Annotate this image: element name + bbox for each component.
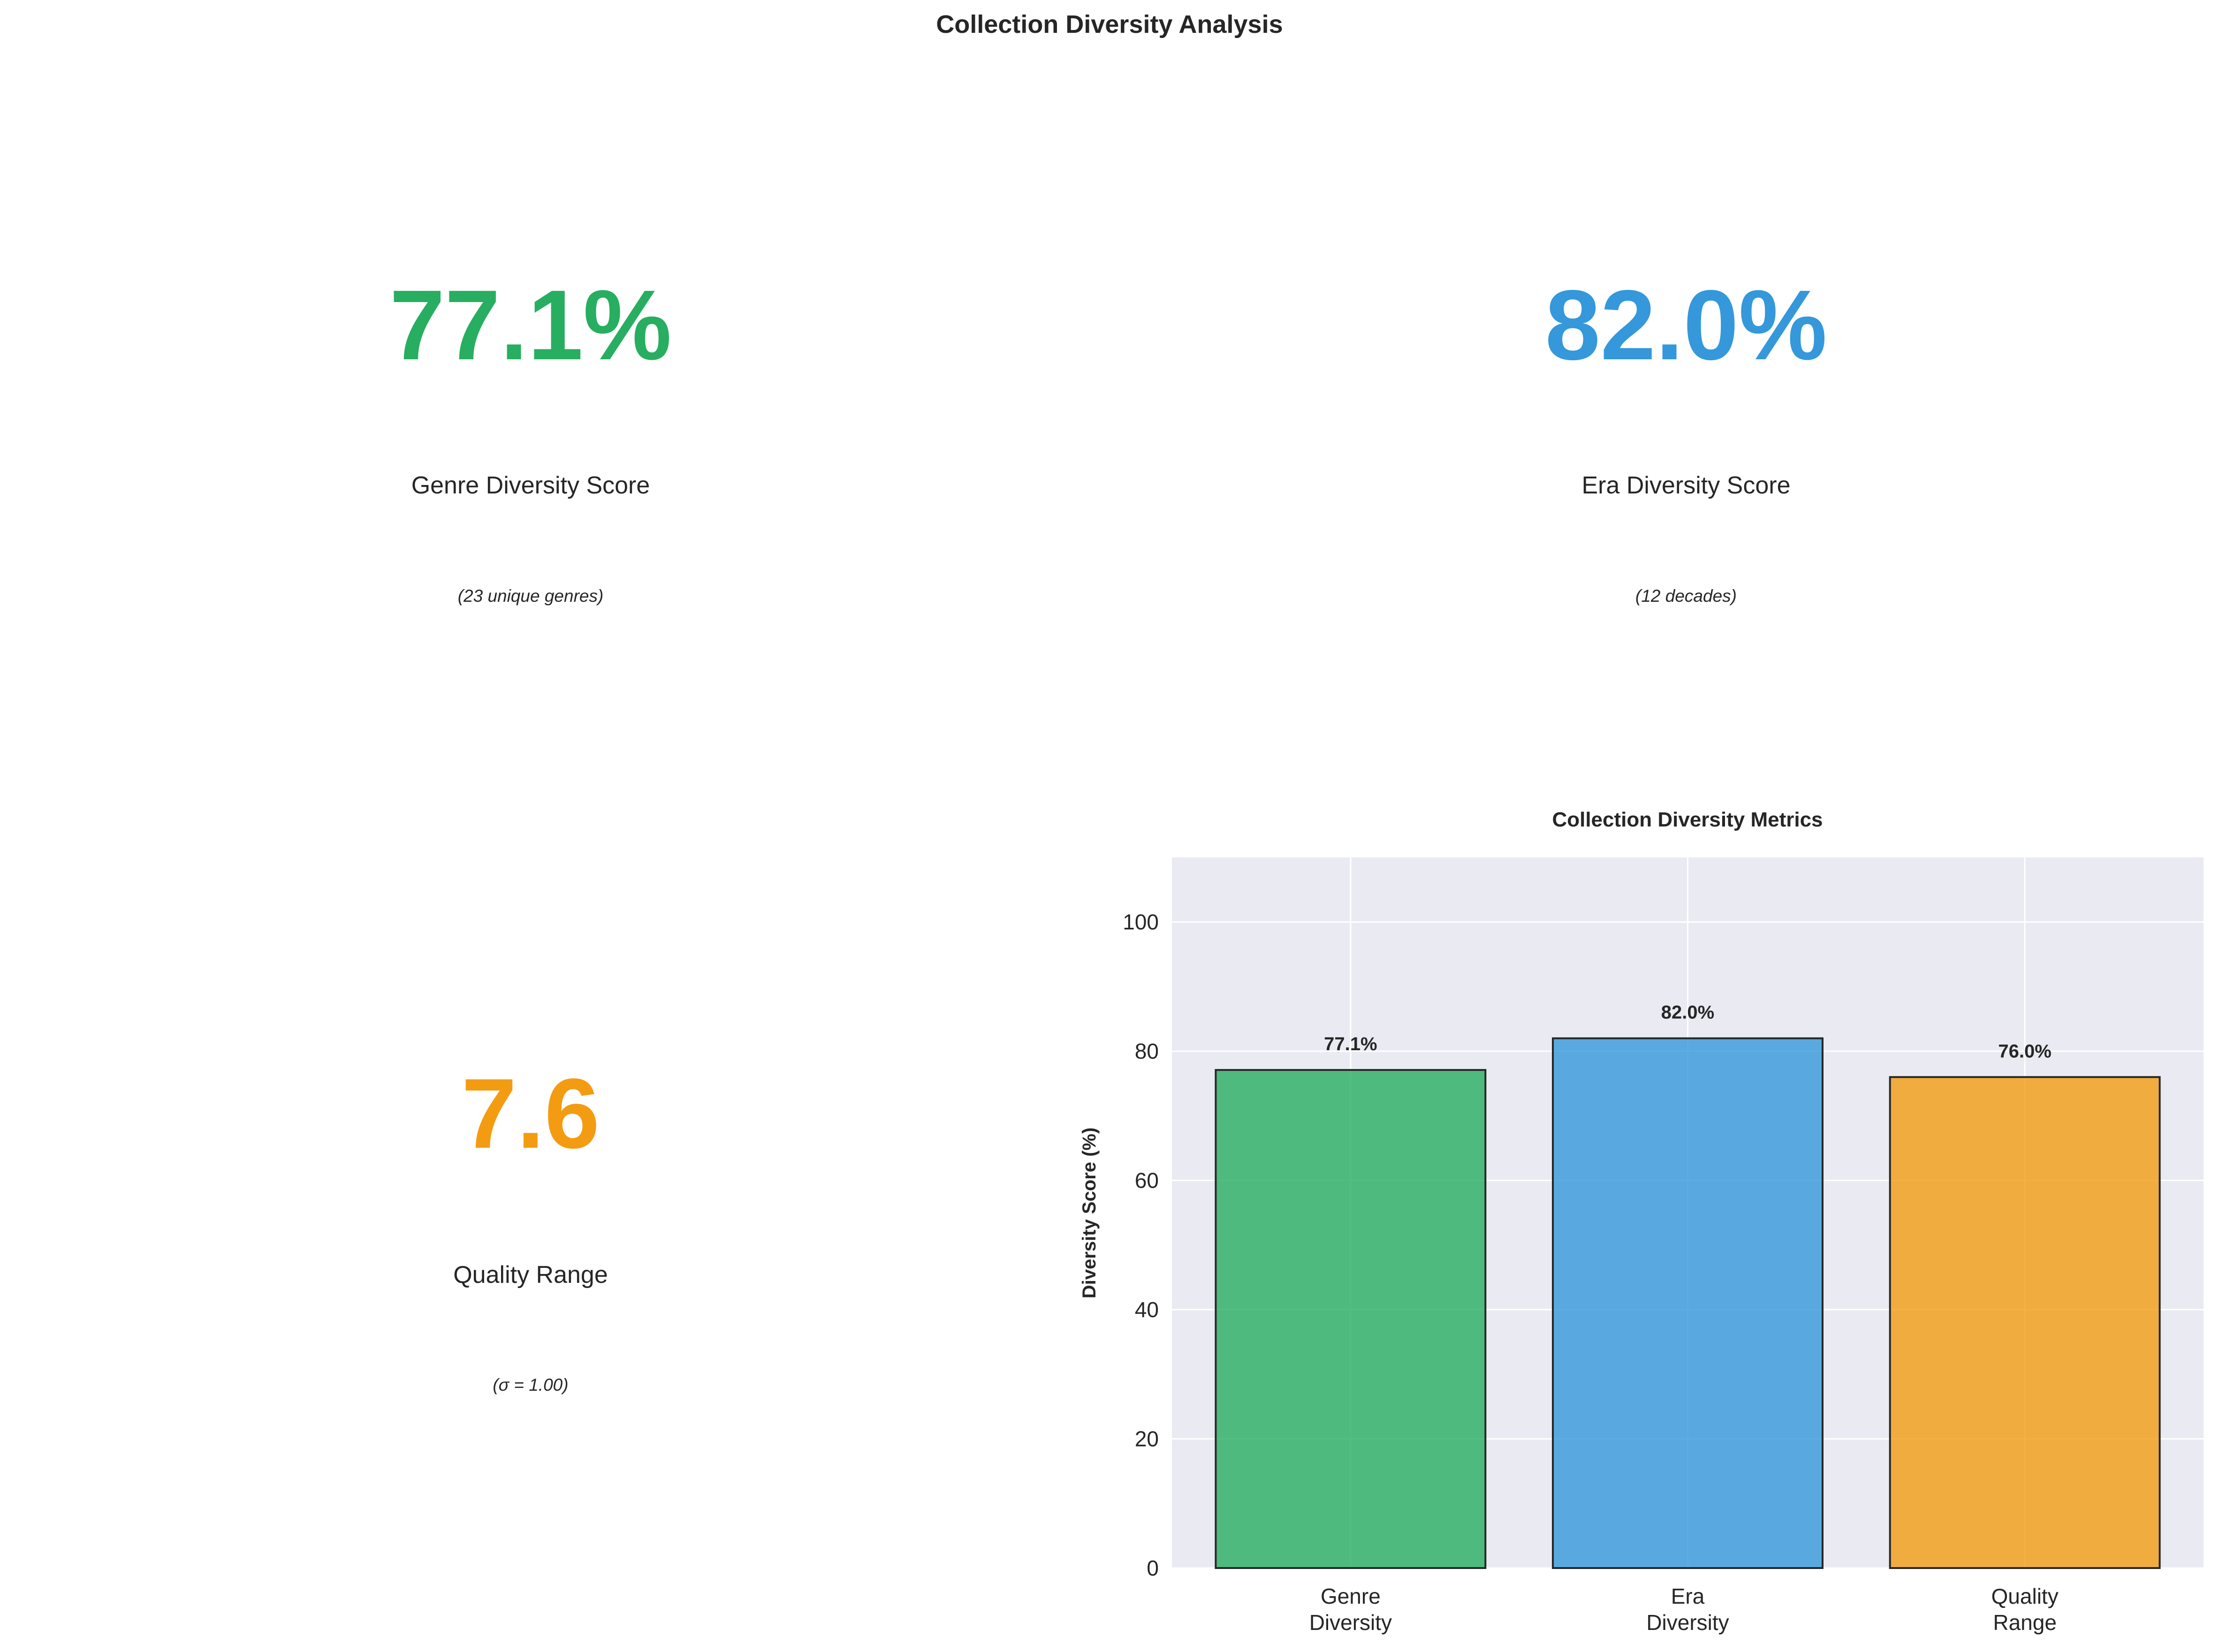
kpi-genre: 77.1% Genre Diversity Score (23 unique g… xyxy=(389,269,671,606)
data-label: 82.0% xyxy=(1661,1002,1714,1023)
x-tick-label: Diversity xyxy=(1646,1610,1729,1635)
x-tick-label: Range xyxy=(1993,1610,2057,1635)
kpi-era-label: Era Diversity Score xyxy=(1582,472,1791,499)
bar xyxy=(1215,1069,1487,1569)
bar xyxy=(1889,1076,2161,1569)
data-label: 76.0% xyxy=(1998,1041,2051,1061)
kpi-era: 82.0% Era Diversity Score (12 decades) xyxy=(1545,269,1827,606)
kpi-genre-note: (23 unique genres) xyxy=(458,586,604,606)
x-tick-label: Diversity xyxy=(1309,1610,1392,1635)
y-tick-label: 60 xyxy=(1135,1168,1159,1193)
kpi-era-note: (12 decades) xyxy=(1635,586,1737,606)
y-tick-label: 100 xyxy=(1123,910,1159,934)
kpi-era-value: 82.0% xyxy=(1545,269,1827,380)
y-tick-label: 20 xyxy=(1135,1427,1159,1451)
kpi-quality-value: 7.6 xyxy=(462,1058,600,1169)
x-tick-label: Genre xyxy=(1321,1584,1381,1608)
bar xyxy=(1552,1037,1824,1569)
y-tick-label: 0 xyxy=(1147,1556,1159,1580)
figure-title: Collection Diversity Analysis xyxy=(936,10,1283,38)
x-tick-label: Quality xyxy=(1991,1584,2059,1608)
kpi-genre-label: Genre Diversity Score xyxy=(411,472,650,499)
x-tick-label: Era xyxy=(1671,1584,1705,1608)
data-label: 77.1% xyxy=(1324,1034,1377,1054)
kpi-quality-note: (σ = 1.00) xyxy=(493,1375,568,1394)
bar-chart: Collection Diversity Metrics 77.1% 82.0% 7… xyxy=(1079,808,2204,1635)
kpi-genre-value: 77.1% xyxy=(389,269,671,380)
kpi-quality: 7.6 Quality Range (σ = 1.00) xyxy=(453,1058,608,1394)
kpi-quality-label: Quality Range xyxy=(453,1261,608,1288)
y-axis-label: Diversity Score (%) xyxy=(1079,1128,1100,1299)
chart-title: Collection Diversity Metrics xyxy=(1552,808,1823,831)
y-tick-label: 80 xyxy=(1135,1039,1159,1063)
y-tick-label: 40 xyxy=(1135,1297,1159,1322)
